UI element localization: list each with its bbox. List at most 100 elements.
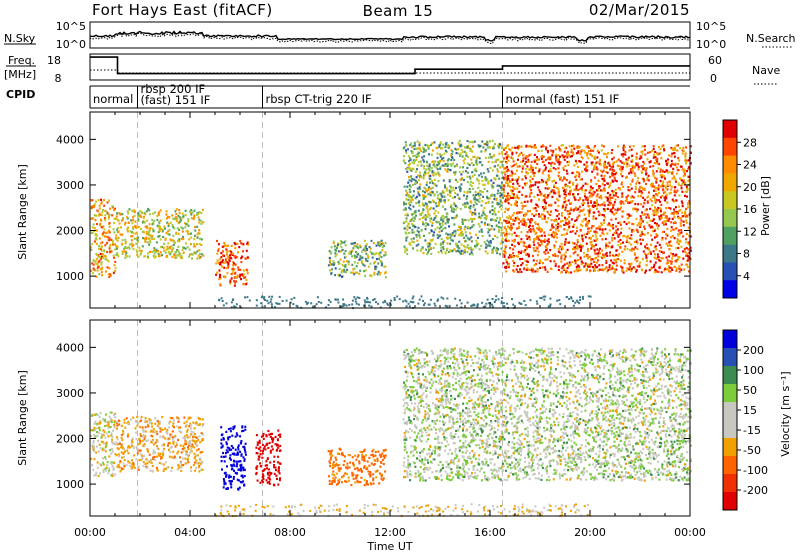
data-cell bbox=[688, 227, 690, 229]
data-cell bbox=[506, 222, 508, 224]
data-cell bbox=[417, 148, 419, 150]
data-cell bbox=[158, 255, 160, 257]
data-cell bbox=[100, 447, 102, 449]
data-cell bbox=[109, 226, 111, 228]
data-cell bbox=[631, 155, 633, 157]
noise-tick-bottom-left: 10^0 bbox=[56, 38, 86, 51]
data-cell bbox=[234, 243, 236, 245]
data-cell bbox=[412, 152, 414, 154]
data-cell bbox=[674, 221, 676, 223]
data-cell bbox=[165, 252, 167, 254]
data-cell bbox=[226, 302, 228, 304]
data-cell bbox=[513, 262, 515, 264]
data-cell bbox=[134, 226, 136, 228]
data-cell bbox=[179, 212, 181, 214]
data-cell bbox=[92, 449, 94, 451]
data-cell bbox=[97, 467, 99, 469]
data-cell bbox=[113, 209, 115, 211]
data-cell bbox=[564, 147, 566, 149]
data-cell bbox=[215, 262, 217, 264]
data-cell bbox=[665, 187, 667, 189]
data-cell bbox=[573, 196, 575, 198]
data-cell bbox=[418, 201, 420, 203]
data-cell bbox=[627, 202, 629, 204]
data-cell bbox=[547, 252, 549, 254]
data-cell bbox=[536, 210, 538, 212]
data-cell bbox=[194, 453, 196, 455]
data-cell bbox=[427, 193, 429, 195]
data-cell bbox=[614, 209, 616, 211]
data-cell bbox=[414, 155, 416, 157]
data-cell bbox=[101, 201, 103, 203]
data-cell bbox=[666, 228, 668, 230]
data-cell bbox=[566, 185, 568, 187]
data-cell bbox=[386, 303, 388, 305]
data-cell bbox=[549, 214, 551, 216]
data-cell bbox=[684, 195, 686, 197]
data-cell bbox=[585, 170, 587, 172]
data-cell bbox=[402, 300, 404, 302]
data-cell bbox=[408, 223, 410, 225]
data-cell bbox=[438, 180, 440, 182]
data-cell bbox=[640, 243, 642, 245]
data-cell bbox=[501, 194, 503, 196]
data-cell bbox=[409, 189, 411, 191]
data-cell bbox=[621, 196, 623, 198]
data-cell bbox=[135, 233, 137, 235]
data-cell bbox=[529, 210, 531, 212]
data-cell bbox=[442, 144, 444, 146]
data-cell bbox=[575, 187, 577, 189]
data-cell bbox=[614, 201, 616, 203]
data-cell bbox=[670, 236, 672, 238]
data-cell bbox=[341, 276, 343, 278]
data-cell bbox=[480, 145, 482, 147]
data-cell bbox=[598, 211, 600, 213]
data-cell bbox=[511, 153, 513, 155]
data-cell bbox=[582, 185, 584, 187]
data-cell bbox=[644, 199, 646, 201]
data-cell bbox=[436, 205, 438, 207]
data-cell bbox=[492, 201, 494, 203]
data-cell bbox=[351, 264, 353, 266]
data-cell bbox=[492, 161, 494, 163]
data-cell bbox=[528, 269, 530, 271]
data-cell bbox=[99, 444, 101, 446]
data-cell bbox=[465, 231, 467, 233]
data-cell bbox=[92, 469, 94, 471]
data-cell bbox=[605, 238, 607, 240]
data-cell bbox=[571, 298, 573, 300]
data-cell bbox=[644, 246, 646, 248]
data-cell bbox=[537, 194, 539, 196]
data-cell bbox=[674, 216, 676, 218]
data-cell bbox=[114, 426, 116, 428]
data-cell bbox=[115, 267, 117, 269]
data-cell bbox=[202, 209, 204, 211]
data-cell bbox=[687, 180, 689, 182]
data-cell bbox=[479, 197, 481, 199]
data-cell bbox=[554, 246, 556, 248]
data-cell bbox=[416, 249, 418, 251]
data-cell bbox=[507, 160, 509, 162]
data-cell bbox=[472, 249, 474, 251]
data-cell bbox=[535, 167, 537, 169]
data-cell bbox=[578, 302, 580, 304]
data-cell bbox=[523, 244, 525, 246]
data-cell bbox=[241, 256, 243, 258]
data-cell bbox=[109, 208, 111, 210]
data-cell bbox=[653, 157, 655, 159]
data-cell bbox=[432, 149, 434, 151]
data-cell bbox=[526, 238, 528, 240]
data-cell bbox=[676, 241, 678, 243]
data-cell bbox=[519, 165, 521, 167]
data-cell bbox=[488, 170, 490, 172]
data-cell bbox=[434, 141, 436, 143]
data-cell bbox=[177, 254, 179, 256]
data-cell bbox=[125, 222, 127, 224]
data-cell bbox=[603, 170, 605, 172]
data-cell bbox=[109, 222, 111, 224]
data-cell bbox=[568, 242, 570, 244]
data-cell bbox=[562, 220, 564, 222]
data-cell bbox=[482, 235, 484, 237]
data-cell bbox=[494, 211, 496, 213]
data-cell bbox=[518, 155, 520, 157]
